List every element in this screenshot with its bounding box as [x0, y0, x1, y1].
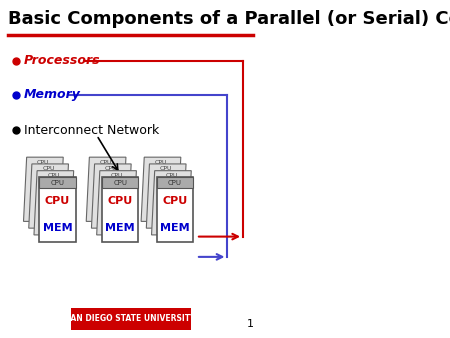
Text: CPU: CPU [160, 167, 172, 171]
Bar [157, 177, 194, 188]
Text: CPU: CPU [168, 180, 182, 186]
Text: CPU: CPU [165, 173, 178, 178]
Polygon shape [152, 171, 191, 235]
Text: CPU: CPU [105, 167, 117, 171]
Polygon shape [23, 157, 63, 221]
Text: CPU: CPU [48, 173, 60, 178]
Bar [102, 177, 139, 188]
Bar [157, 177, 194, 242]
Bar [39, 177, 76, 188]
Polygon shape [29, 164, 68, 228]
Text: MEM: MEM [160, 223, 190, 233]
Text: CPU: CPU [100, 160, 112, 165]
Bar [39, 177, 76, 242]
Polygon shape [91, 164, 131, 228]
Bar [71, 308, 191, 330]
Text: MEM: MEM [43, 223, 72, 233]
Text: CPU: CPU [162, 196, 188, 206]
Text: CPU: CPU [37, 160, 50, 165]
Text: 1: 1 [247, 319, 253, 330]
Polygon shape [86, 157, 126, 221]
Text: CPU: CPU [113, 180, 127, 186]
Polygon shape [146, 164, 186, 228]
Polygon shape [141, 157, 181, 221]
Text: MEM: MEM [105, 223, 135, 233]
Text: CPU: CPU [42, 167, 55, 171]
Text: CPU: CPU [50, 180, 64, 186]
Polygon shape [97, 171, 136, 235]
Text: CPU: CPU [110, 173, 123, 178]
Bar [102, 177, 139, 242]
Polygon shape [34, 171, 74, 235]
Text: CPU: CPU [45, 196, 70, 206]
Text: Processors: Processors [23, 54, 100, 67]
Text: CPU: CPU [108, 196, 133, 206]
Text: CPU: CPU [155, 160, 167, 165]
Text: Memory: Memory [23, 88, 81, 101]
Text: Interconnect Network: Interconnect Network [23, 124, 159, 137]
Text: SAN DIEGO STATE UNIVERSITY: SAN DIEGO STATE UNIVERSITY [65, 314, 196, 323]
Text: Basic Components of a Parallel (or Serial) Computer: Basic Components of a Parallel (or Seria… [8, 10, 450, 28]
